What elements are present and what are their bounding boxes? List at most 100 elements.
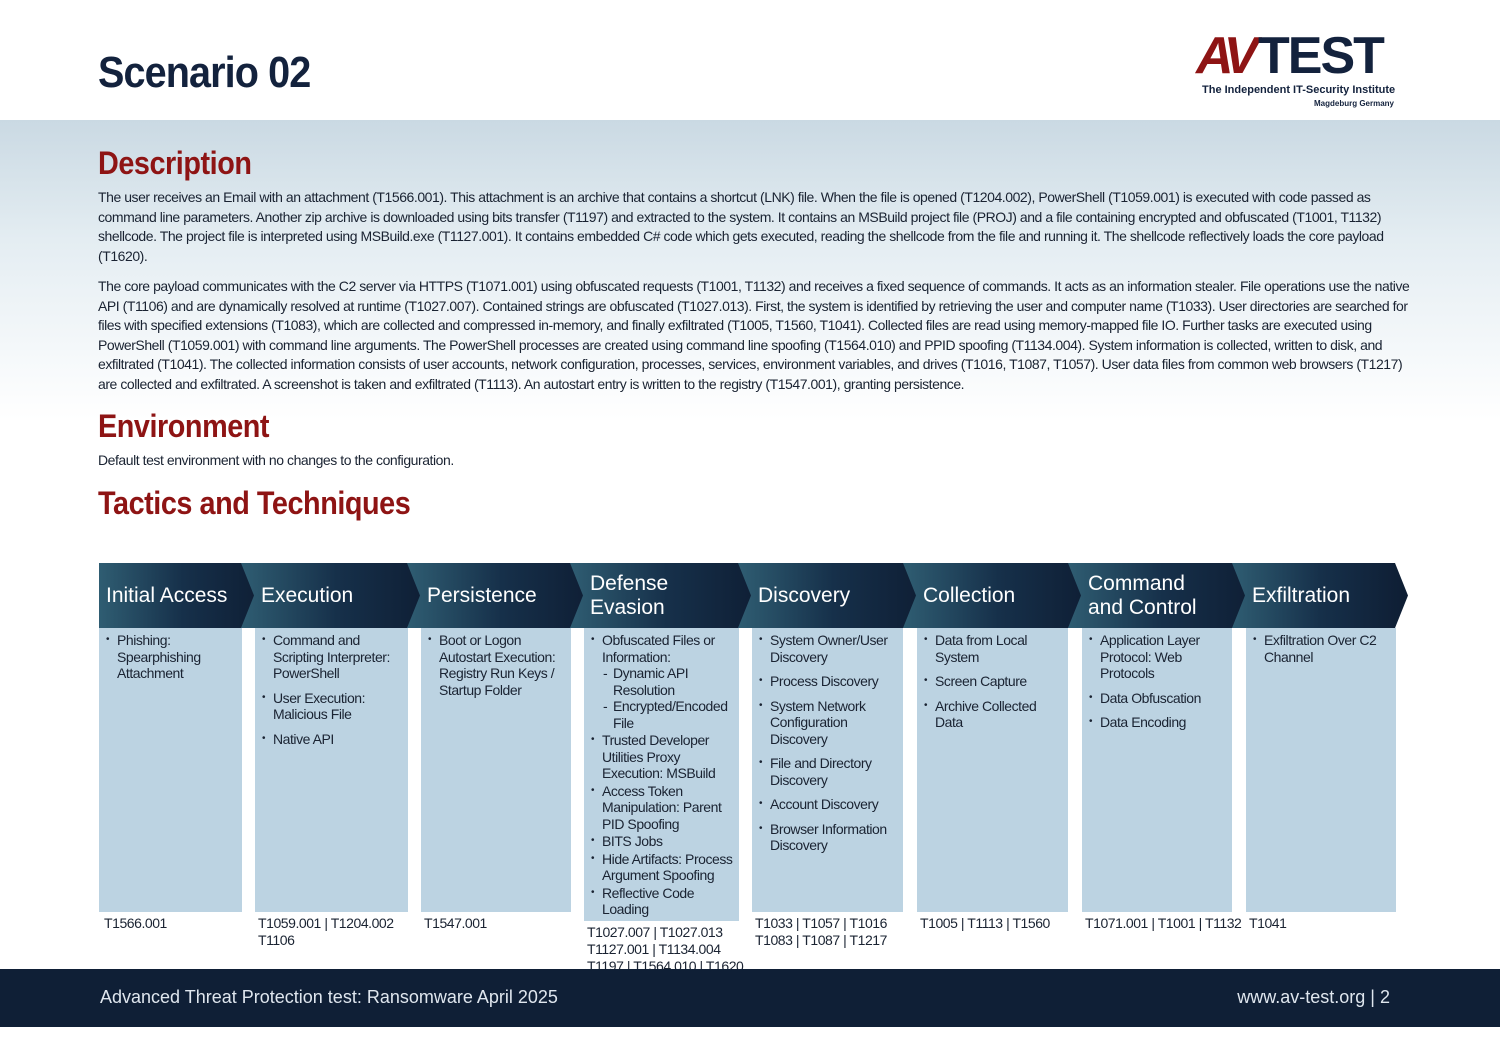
technique-ids: T1005 | T1113 | T1560 (917, 915, 1068, 932)
technique-item: Exfiltration Over C2 Channel (1251, 632, 1391, 665)
technique-label: Access Token Manipulation: Parent PID Sp… (602, 782, 722, 832)
technique-id-line: T1005 | T1113 | T1560 (920, 915, 1050, 931)
technique-ids: T1041 (1246, 915, 1396, 932)
footer: Advanced Threat Protection test: Ransomw… (0, 969, 1500, 1027)
tactic-header: Discovery (738, 563, 929, 628)
technique-list: Phishing: Spearphishing Attachment (99, 628, 242, 912)
tactic-column: Boot or Logon Autostart Execution: Regis… (421, 628, 571, 932)
technique-id-line: T1083 | T1087 | T1217 (755, 932, 887, 948)
technique-label: Browser Information Discovery (770, 820, 887, 854)
technique-label: Trusted Developer Utilities Proxy Execut… (602, 732, 716, 781)
technique-id-line: T1106 (258, 932, 295, 948)
technique-item: System Owner/User Discovery (757, 632, 898, 665)
tactic-header: Collection (903, 563, 1094, 628)
technique-item: User Execution: Malicious File (260, 690, 403, 723)
technique-label: System Network Configuration Discovery (770, 697, 866, 747)
technique-item: Native API (260, 731, 403, 748)
technique-item: BITS Jobs (589, 833, 734, 850)
technique-label: Exfiltration Over C2 Channel (1264, 632, 1377, 665)
description-heading: Description (98, 145, 252, 181)
technique-list: Obfuscated Files or Information:Dynamic … (584, 628, 739, 921)
technique-label: BITS Jobs (602, 833, 663, 849)
technique-label: Reflective Code Loading (602, 884, 695, 918)
text-section: Description The user receives an Email w… (98, 143, 1410, 528)
technique-list: Exfiltration Over C2 Channel (1246, 628, 1396, 912)
technique-id-line: T1033 | T1057 | T1016 (755, 915, 887, 931)
technique-id-line: T1566.001 (104, 915, 167, 931)
technique-label: Obfuscated Files or Information: (602, 632, 715, 665)
tactic-header: Defense Evasion (570, 563, 764, 628)
technique-label: Hide Artifacts: Process Argument Spoofin… (602, 850, 733, 884)
sub-technique: Encrypted/Encoded File (602, 698, 734, 731)
technique-label: Data Encoding (1100, 714, 1186, 730)
tactic-header: Persistence (407, 563, 596, 628)
technique-label: Account Discovery (770, 796, 879, 812)
technique-item: Trusted Developer Utilities Proxy Execut… (589, 732, 734, 782)
technique-id-line: T1041 (1249, 915, 1287, 931)
technique-ids: T1547.001 (421, 915, 571, 932)
technique-item: Process Discovery (757, 673, 898, 690)
technique-ids: T1059.001 | T1204.002 T1106 (255, 915, 408, 949)
description-paragraph-1: The user receives an Email with an attac… (98, 189, 1384, 264)
tactic-name: Initial Access (106, 583, 228, 607)
technique-label: Native API (273, 730, 334, 747)
technique-label: Phishing: Spearphishing Attachment (117, 632, 201, 681)
technique-item: System Network Configuration Discovery (757, 698, 898, 748)
technique-item: Hide Artifacts: Process Argument Spoofin… (589, 851, 734, 884)
footer-title: Advanced Threat Protection test: Ransomw… (100, 987, 558, 1007)
tactic-name: Persistence (427, 583, 537, 607)
technique-item: Command and Scripting Interpreter: Power… (260, 632, 403, 682)
technique-item: Data Obfuscation (1087, 690, 1227, 707)
technique-item: Obfuscated Files or Information:Dynamic … (589, 632, 734, 731)
technique-list: Boot or Logon Autostart Execution: Regis… (421, 628, 571, 912)
technique-item: Archive Collected Data (922, 698, 1063, 731)
technique-id-line: T1071.001 | T1001 | T1132 (1085, 915, 1242, 931)
av-test-logo: AV TEST The Independent IT-Security Inst… (1196, 27, 1396, 108)
tactic-header: Exfiltration (1232, 563, 1408, 628)
technique-ids: T1027.007 | T1027.013 T1127.001 | T1134.0… (584, 923, 744, 975)
tactic-header: Execution (241, 563, 433, 628)
technique-label: Boot or Logon Autostart Execution: Regis… (439, 632, 556, 698)
technique-list: Command and Scripting Interpreter: Power… (255, 628, 408, 912)
technique-list: Application Layer Protocol: Web Protocol… (1082, 628, 1232, 912)
technique-item: Phishing: Spearphishing Attachment (104, 632, 237, 682)
page-title: Scenario 02 (98, 48, 311, 97)
technique-label: Application Layer Protocol: Web Protocol… (1100, 632, 1200, 681)
tactic-column: Phishing: Spearphishing Attachment T1566.… (99, 628, 242, 932)
tactic-name: Discovery (758, 583, 851, 607)
technique-item: File and Directory Discovery (757, 755, 898, 788)
technique-label: Process Discovery (770, 673, 879, 689)
technique-item: Screen Capture (922, 673, 1063, 690)
technique-label: Command and Scripting Interpreter: Power… (273, 632, 390, 681)
technique-label: Data from Local System (935, 632, 1028, 665)
tactic-column: Command and Scripting Interpreter: Power… (255, 628, 408, 949)
tactic-name: Execution (261, 583, 354, 607)
technique-id-line: T1027.007 | T1027.013 (587, 923, 723, 940)
tactic-column: Application Layer Protocol: Web Protocol… (1082, 628, 1242, 932)
technique-label: Screen Capture (935, 673, 1027, 689)
tactics-heading: Tactics and Techniques (98, 484, 411, 521)
technique-ids: T1033 | T1057 | T1016 T1083 | T1087 | T12… (752, 915, 903, 949)
description-paragraph-2: The core payload communicates with the C… (98, 278, 1410, 392)
technique-label: User Execution: Malicious File (273, 689, 366, 723)
technique-label: File and Directory Discovery (770, 755, 872, 788)
technique-id-line: T1547.001 (424, 915, 487, 931)
technique-item: Account Discovery (757, 796, 898, 813)
technique-list: System Owner/User Discovery Process Disco… (752, 628, 903, 912)
tactic-column: Obfuscated Files or Information:Dynamic … (584, 628, 744, 975)
tactic-column: Exfiltration Over C2 Channel T1041 (1246, 628, 1396, 932)
technique-id-line: T1127.001 | T1134.004 (587, 940, 721, 957)
environment-text: Default test environment with no changes… (98, 452, 454, 468)
footer-website-page: www.av-test.org | 2 (1237, 987, 1390, 1007)
environment-heading: Environment (98, 408, 270, 444)
technique-label: Archive Collected Data (935, 697, 1037, 731)
technique-id-line: T1059.001 | T1204.002 (258, 915, 394, 931)
tactic-header: Initial Access (99, 563, 267, 628)
technique-item: Boot or Logon Autostart Execution: Regis… (426, 632, 566, 698)
technique-item: Reflective Code Loading (589, 885, 734, 918)
tactic-name: Command and Control (1088, 571, 1197, 619)
technique-label: Data Obfuscation (1100, 689, 1201, 706)
tactic-name: Collection (923, 583, 1016, 607)
technique-item: Application Layer Protocol: Web Protocol… (1087, 632, 1227, 682)
technique-label: System Owner/User Discovery (770, 632, 888, 665)
